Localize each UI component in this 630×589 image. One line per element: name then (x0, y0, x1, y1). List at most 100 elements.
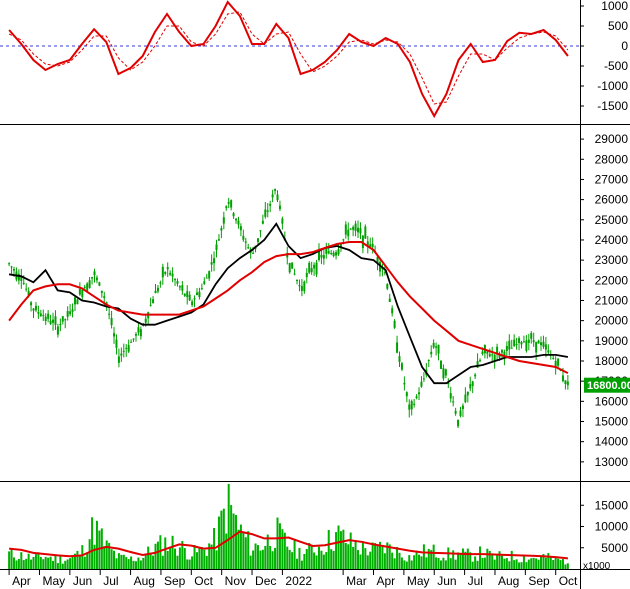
candle-body (288, 262, 291, 273)
candle-body (174, 279, 177, 281)
volume-tick-label: 15000 (595, 498, 629, 512)
volume-bar (208, 543, 211, 569)
candle-body (505, 345, 508, 351)
volume-bar (315, 555, 318, 569)
candle-body (200, 288, 203, 290)
volume-bar (291, 552, 294, 569)
candle-body (264, 209, 267, 217)
candle-body (479, 360, 482, 362)
price-tick-label: 21000 (595, 293, 629, 307)
volume-bar (498, 551, 501, 569)
volume-bar (156, 541, 159, 569)
candle-body (76, 299, 79, 305)
volume-bar (293, 540, 296, 569)
candle-body (413, 403, 416, 405)
candle-body (386, 284, 389, 289)
volume-bar (52, 560, 55, 569)
candle-body (83, 286, 86, 288)
volume-bar (25, 558, 28, 569)
candle-body (144, 318, 147, 323)
volume-bar (259, 550, 262, 569)
candle-body (215, 244, 218, 251)
candle-body (49, 320, 52, 324)
volume-bar (525, 562, 528, 569)
volume-bar (361, 541, 364, 569)
volume-bar (547, 552, 550, 569)
volume-bar (125, 557, 128, 569)
volume-bar (398, 552, 401, 569)
volume-bar (103, 546, 106, 569)
candle-body (247, 247, 250, 249)
candle-body (496, 346, 499, 355)
x-tick-label: Dec (255, 574, 276, 588)
candle-body (178, 286, 181, 288)
candle-body (305, 272, 308, 278)
volume-bar (400, 557, 403, 569)
x-tick-label: Oct (559, 574, 578, 588)
volume-bar (195, 552, 198, 569)
volume-bar (522, 556, 525, 569)
volume-bar (564, 564, 567, 569)
candle-body (159, 282, 162, 284)
candle-body (449, 393, 452, 399)
volume-bar (225, 533, 228, 569)
volume-bar (403, 560, 406, 569)
volume-bar (325, 552, 328, 569)
candle-body (132, 338, 135, 340)
volume-bar (113, 550, 116, 569)
volume-bar (347, 544, 350, 569)
volume-bar (298, 547, 301, 569)
candle-body (466, 391, 469, 396)
candle-body (335, 252, 338, 256)
volume-bar (286, 546, 289, 569)
volume-bar (249, 555, 252, 569)
candle-body (476, 361, 479, 368)
volume-bar (264, 545, 267, 569)
volume-bar (520, 562, 523, 569)
volume-bar (232, 513, 235, 569)
volume-bar (391, 552, 394, 569)
candle-body (8, 263, 11, 265)
volume-bar (44, 557, 47, 569)
volume-bar (554, 556, 557, 569)
x-tick-label: Nov (225, 574, 246, 588)
volume-bar (142, 557, 145, 569)
candle-body (269, 203, 272, 206)
volume-bar (281, 529, 284, 569)
candle-body (154, 290, 157, 294)
volume-panel: 15000 10000 5000 x1000 (8, 483, 629, 572)
candle-body (54, 316, 57, 325)
oscillator-tick-label: 0 (621, 39, 628, 53)
candle-body (513, 339, 516, 347)
volume-bar (364, 548, 367, 569)
candle-body (59, 324, 62, 326)
moving-average-slow (8, 222, 569, 385)
candle-body (481, 351, 484, 354)
price-tick-label: 19000 (595, 334, 629, 348)
x-tick-label: Apr (12, 574, 31, 588)
x-tick-label: Aug (498, 574, 519, 588)
candle-body (457, 419, 460, 427)
candle-body (415, 396, 418, 399)
volume-bar (220, 510, 223, 569)
candle-body (71, 309, 74, 312)
volume-bar (254, 543, 257, 569)
price-tick-label: 13000 (595, 455, 629, 469)
candle-body (181, 285, 184, 291)
candle-body (203, 281, 206, 285)
volume-bar (261, 549, 264, 569)
oscillator-tick-label: -1500 (597, 99, 628, 113)
volume-bar (561, 559, 564, 569)
candle-body (183, 293, 186, 296)
candle-body (327, 251, 330, 254)
volume-bar (496, 554, 499, 569)
candle-body (459, 410, 462, 416)
x-tick-label: Sep (164, 574, 186, 588)
candle-body (371, 243, 374, 248)
candle-body (120, 353, 123, 356)
volume-bar (430, 550, 433, 569)
candle-body (342, 239, 345, 241)
candle-body (256, 238, 259, 242)
candle-body (88, 280, 91, 288)
candle-body (308, 262, 311, 273)
